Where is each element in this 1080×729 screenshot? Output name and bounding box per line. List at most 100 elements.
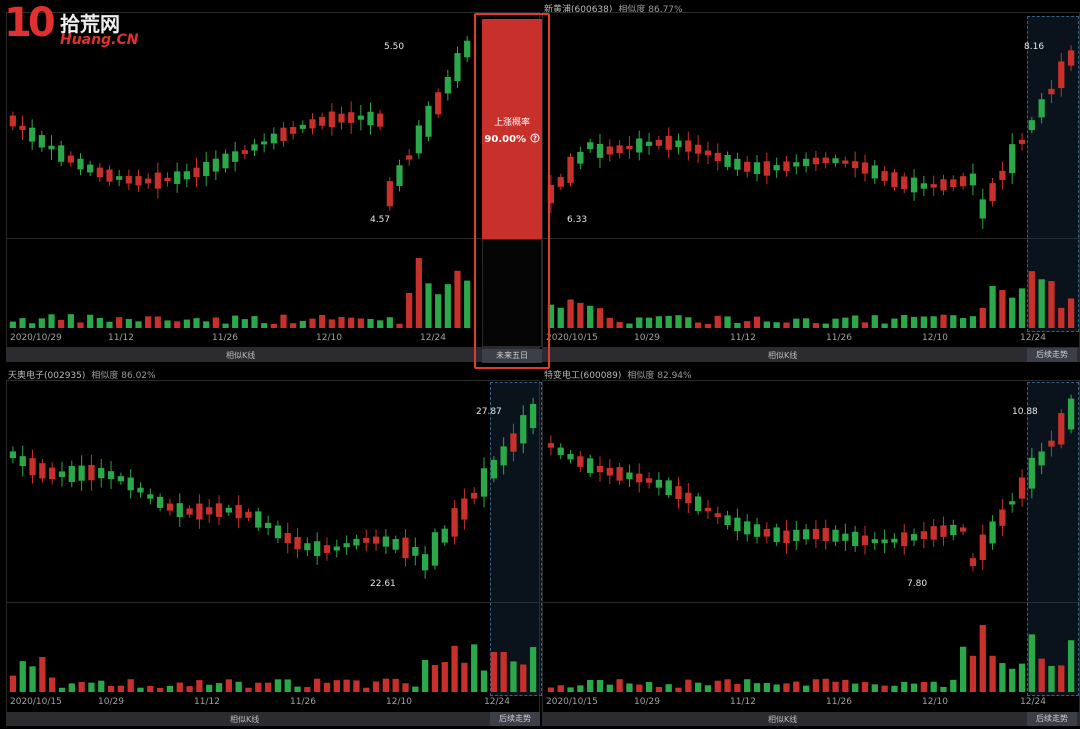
- volume-bar: [724, 679, 731, 692]
- volume-bar: [930, 316, 937, 328]
- volume-bar: [704, 323, 712, 328]
- candle: [714, 506, 721, 524]
- candle: [1028, 448, 1035, 499]
- question-circle-icon[interactable]: ?: [530, 133, 540, 143]
- candle: [793, 154, 800, 175]
- volume-bar: [940, 314, 947, 328]
- footer-label: 相似K线: [226, 351, 256, 360]
- volume-bar: [989, 655, 996, 692]
- volume-bar: [744, 321, 751, 328]
- candle: [107, 461, 115, 489]
- chart-panel-3[interactable]: 天奥电子(002935) 相似度 86.02% 27.87 22.61 2020/…: [0, 366, 542, 729]
- volume-bar: [441, 662, 448, 692]
- candlestick-chart: [9, 35, 471, 328]
- future-trend-tab[interactable]: 后续走势: [1027, 348, 1077, 362]
- candle: [386, 176, 393, 211]
- volume-bar: [812, 323, 820, 328]
- chart-panel-2[interactable]: 新黄浦(600638) 相似度 86.77% 8.16 6.33 2020/10/…: [542, 0, 1080, 364]
- volume-bar: [77, 322, 84, 328]
- date-tick: 11/12: [730, 697, 756, 707]
- candle: [1009, 493, 1016, 513]
- volume-bar: [979, 624, 986, 692]
- candle: [19, 445, 26, 477]
- candle: [724, 151, 731, 171]
- volume-bar: [245, 687, 252, 692]
- volume-bar: [557, 685, 564, 692]
- volume-bar: [520, 664, 527, 692]
- low-price-label: 4.57: [370, 215, 391, 225]
- volume-bar: [1038, 658, 1045, 692]
- high-price-label: 8.16: [1024, 42, 1045, 52]
- similarity-value: 相似度 86.77%: [618, 5, 683, 15]
- volume-bar: [616, 321, 623, 328]
- volume-bar: [39, 657, 46, 692]
- volume-bar: [969, 655, 977, 692]
- volume-bar: [49, 677, 56, 692]
- volume-bar: [655, 686, 663, 692]
- volume-bar: [950, 679, 957, 692]
- volume-divider: [542, 238, 1080, 239]
- volume-bar: [704, 685, 712, 692]
- candle: [435, 88, 442, 118]
- candle: [49, 462, 56, 485]
- volume-bar: [363, 687, 370, 692]
- volume-bar: [147, 685, 154, 692]
- candle: [783, 155, 790, 177]
- candle: [29, 119, 36, 150]
- volume-bar: [212, 317, 219, 328]
- candle: [396, 159, 403, 192]
- candle: [255, 508, 262, 532]
- candle: [363, 529, 370, 552]
- chart-panel-1[interactable]: 5.50 4.57 2020/10/29 11/12 11/26 12/10 1…: [0, 0, 540, 364]
- volume-bar: [186, 686, 193, 692]
- candle: [1028, 116, 1035, 134]
- candle: [67, 151, 74, 167]
- candle: [343, 535, 350, 555]
- volume-bar: [587, 305, 594, 328]
- rise-probability-box[interactable]: 上涨概率 90.00% ? 未来五日: [474, 13, 550, 369]
- candle: [319, 112, 326, 130]
- candle: [203, 151, 210, 187]
- date-axis: 2020/10/15 10/29 11/12 11/26 12/10 12/24: [0, 697, 540, 709]
- volume-bar: [547, 304, 555, 328]
- volume-bar: [176, 682, 183, 692]
- volume-bar: [910, 683, 918, 692]
- candle: [969, 553, 977, 572]
- volume-bar: [852, 683, 859, 692]
- candle: [425, 101, 432, 142]
- candle: [675, 133, 682, 155]
- future-trend-tab[interactable]: 后续走势: [490, 712, 540, 726]
- volume-bar: [744, 679, 751, 692]
- candle: [802, 524, 810, 545]
- candle: [294, 528, 301, 559]
- volume-bar: [665, 315, 672, 328]
- candle: [68, 460, 75, 488]
- candle: [270, 127, 277, 150]
- candle: [261, 133, 268, 153]
- future-trend-tab[interactable]: 后续走势: [1027, 712, 1077, 726]
- volume-bar: [386, 317, 393, 328]
- stock-name: 天奥电子(002935): [8, 371, 86, 381]
- date-tick: 11/26: [826, 333, 852, 343]
- date-tick: 2020/10/15: [10, 697, 62, 707]
- volume-bar: [471, 644, 478, 692]
- candle: [166, 498, 174, 516]
- candle: [1048, 79, 1055, 104]
- volume-bar: [567, 299, 574, 328]
- volume-bar: [107, 686, 115, 692]
- candle: [822, 519, 829, 550]
- volume-bar: [694, 322, 702, 328]
- volume-bar: [979, 307, 986, 328]
- date-tick: 12/24: [1020, 333, 1046, 343]
- volume-bar: [753, 683, 761, 692]
- volume-bar: [225, 679, 232, 692]
- date-tick: 12/24: [484, 697, 510, 707]
- candle: [636, 463, 643, 493]
- high-price-label: 5.50: [384, 42, 405, 52]
- chart-panel-4[interactable]: 特变电工(600089) 相似度 82.94% 10.88 7.80 2020/1…: [542, 366, 1080, 729]
- candle: [645, 472, 653, 489]
- volume-bar: [323, 682, 331, 692]
- volume-bar: [367, 318, 374, 328]
- candle: [280, 121, 287, 147]
- candle: [616, 140, 623, 159]
